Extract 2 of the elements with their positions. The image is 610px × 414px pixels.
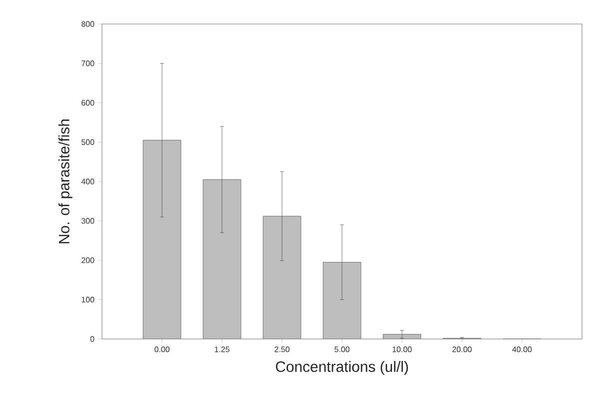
y-axis-title: No. of parasite/fish [58,119,72,244]
x-axis-title: Concentrations (ul/l) [276,361,408,375]
